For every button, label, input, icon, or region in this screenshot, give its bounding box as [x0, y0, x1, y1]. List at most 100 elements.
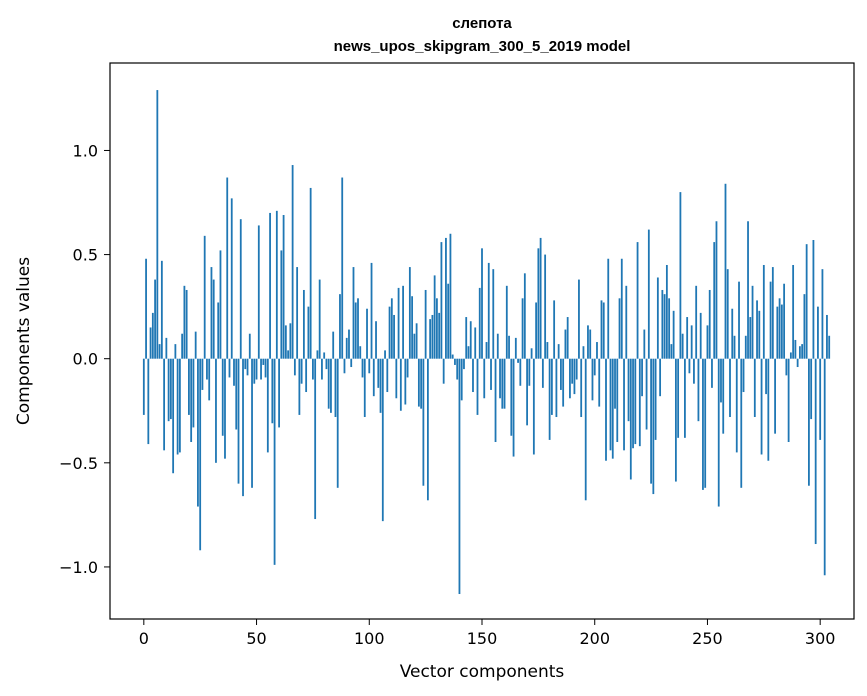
bar-35 [221, 358, 224, 436]
bar-9 [163, 358, 166, 451]
bar-224 [647, 229, 650, 359]
bar-3 [149, 327, 152, 359]
bar-23 [194, 331, 197, 359]
bar-167 [519, 358, 522, 386]
bar-75 [312, 358, 314, 380]
y-tick-label: −1.0 [59, 558, 98, 577]
bar-113 [397, 287, 400, 359]
bar-79 [321, 358, 323, 380]
bar-202 [598, 358, 601, 407]
bar-122 [417, 358, 420, 407]
bar-91 [348, 329, 350, 359]
bar-211 [618, 298, 621, 359]
bar-137 [451, 354, 454, 359]
bar-128 [431, 314, 434, 359]
bar-101 [370, 262, 373, 359]
bar-89 [343, 358, 346, 374]
bar-1 [145, 258, 147, 359]
bar-173 [532, 358, 535, 455]
bar-169 [523, 273, 526, 359]
bar-254 [715, 221, 718, 359]
bars-group [142, 90, 831, 595]
bar-53 [262, 358, 265, 365]
bar-115 [402, 285, 404, 359]
bar-60 [278, 358, 280, 428]
bar-155 [492, 269, 495, 359]
bar-284 [783, 283, 786, 359]
bar-76 [314, 358, 317, 520]
bar-123 [420, 358, 423, 409]
bar-78 [318, 279, 321, 359]
bar-104 [377, 358, 380, 388]
bar-253 [713, 242, 716, 359]
bar-34 [219, 250, 222, 359]
bar-141 [460, 358, 463, 401]
bar-231 [663, 294, 666, 359]
bar-163 [510, 358, 513, 436]
bar-85 [334, 358, 337, 418]
bar-59 [275, 210, 278, 359]
bar-185 [560, 358, 562, 390]
bar-149 [478, 287, 481, 359]
bar-200 [593, 358, 596, 376]
bar-4 [151, 312, 154, 359]
bar-190 [571, 358, 574, 384]
bar-119 [411, 296, 414, 359]
bar-286 [787, 358, 790, 442]
bar-129 [433, 275, 436, 359]
bar-234 [670, 344, 673, 359]
bar-107 [384, 350, 386, 359]
bar-58 [273, 358, 276, 565]
bar-181 [550, 358, 553, 415]
bar-39 [230, 198, 233, 359]
bar-118 [408, 267, 411, 359]
bar-274 [760, 358, 763, 455]
bar-239 [681, 333, 684, 359]
bar-189 [569, 358, 571, 399]
bar-197 [587, 325, 589, 359]
bar-24 [197, 358, 199, 507]
bar-88 [341, 177, 344, 359]
bar-135 [447, 283, 450, 359]
bar-37 [226, 177, 229, 359]
bar-61 [280, 250, 283, 359]
bar-110 [390, 298, 393, 359]
bar-225 [650, 358, 652, 484]
bar-71 [302, 289, 305, 359]
bar-264 [738, 281, 740, 359]
bar-12 [169, 358, 172, 420]
bar-14 [174, 344, 177, 359]
bar-261 [731, 308, 734, 359]
bar-92 [350, 358, 353, 368]
y-tick-label: −0.5 [59, 454, 98, 473]
bar-266 [742, 358, 745, 393]
bar-81 [325, 358, 328, 370]
bar-168 [521, 298, 524, 359]
bar-279 [771, 267, 774, 359]
bar-125 [424, 289, 427, 359]
bar-80 [323, 352, 326, 359]
bar-257 [722, 358, 725, 434]
bar-232 [665, 264, 668, 359]
bar-95 [357, 298, 359, 359]
bar-99 [366, 308, 368, 359]
bar-206 [607, 258, 610, 359]
bar-304 [828, 335, 831, 359]
bar-103 [375, 321, 377, 359]
bar-182 [553, 300, 556, 359]
bar-271 [753, 358, 756, 418]
bar-303 [826, 314, 828, 359]
bar-295 [808, 358, 810, 486]
bar-192 [575, 358, 578, 380]
bar-69 [298, 358, 301, 415]
bar-136 [449, 233, 452, 359]
bar-74 [309, 187, 312, 359]
bar-100 [368, 358, 371, 374]
bar-7 [158, 344, 161, 359]
bar-285 [785, 358, 788, 376]
bar-157 [496, 333, 499, 359]
bar-276 [765, 358, 767, 395]
bar-199 [591, 358, 594, 401]
bar-13 [172, 358, 175, 474]
